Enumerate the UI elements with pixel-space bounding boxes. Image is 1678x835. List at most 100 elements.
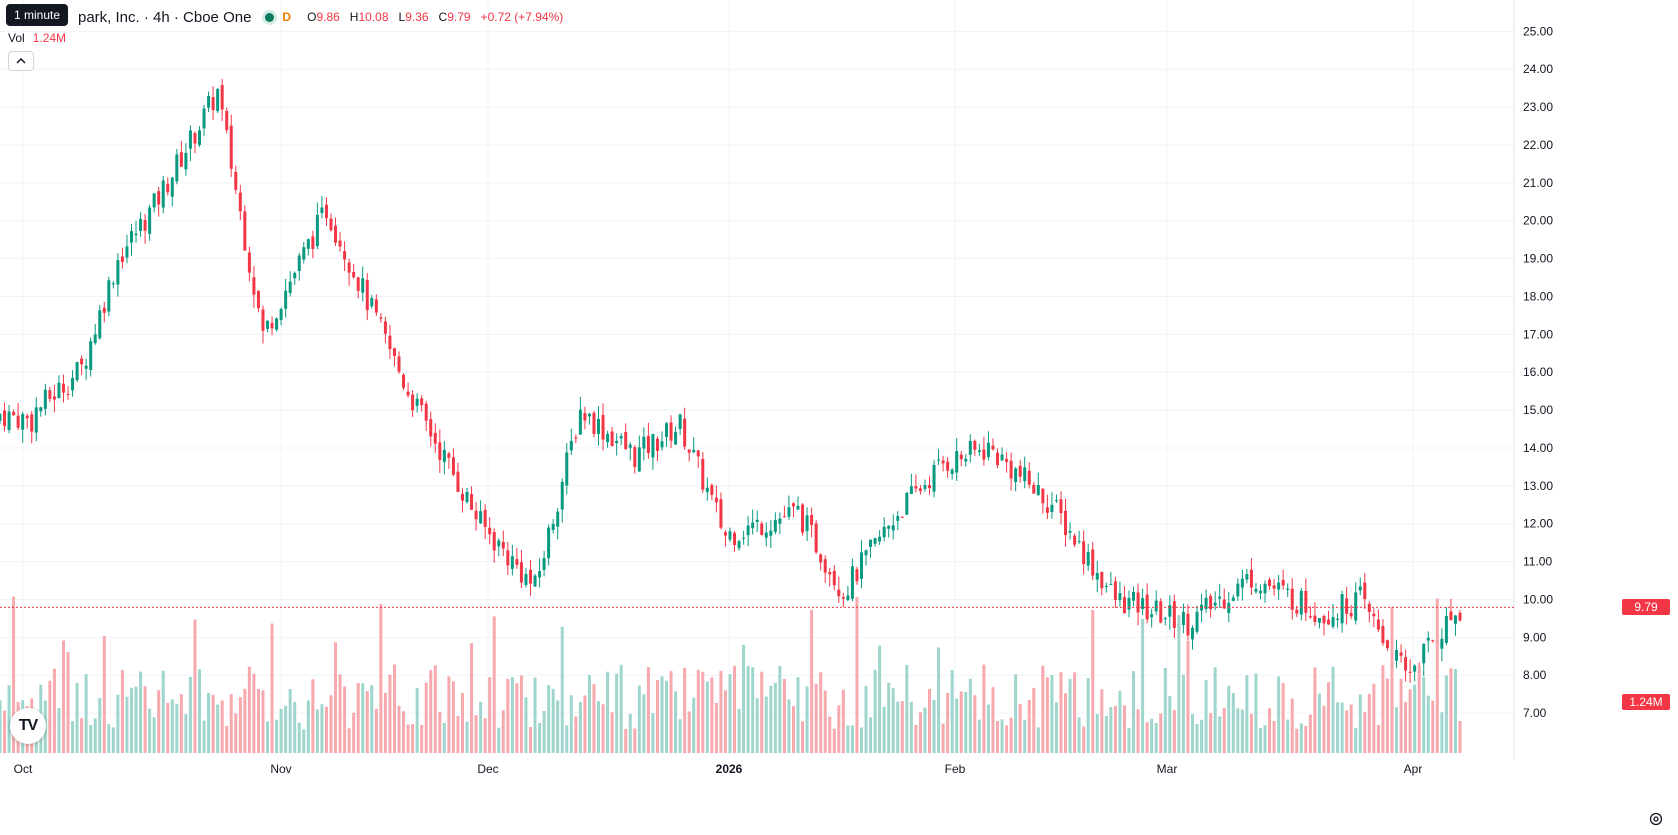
- candle-body: [256, 290, 260, 309]
- volume-bar: [587, 674, 591, 753]
- candle-body: [1258, 590, 1262, 594]
- tradingview-logo[interactable]: TV: [10, 708, 46, 744]
- volume-bar: [923, 707, 927, 753]
- candle-body: [882, 526, 886, 538]
- candle-body: [628, 444, 632, 448]
- candle-body: [184, 152, 188, 170]
- candle-body: [284, 290, 288, 309]
- candle-body: [1073, 535, 1077, 545]
- collapse-legend-button[interactable]: [8, 51, 34, 71]
- candle-body: [869, 539, 873, 547]
- volume-bar: [1417, 665, 1421, 753]
- volume-bar: [1118, 690, 1122, 753]
- candle-body: [161, 180, 165, 208]
- gear-icon[interactable]: [1648, 811, 1664, 827]
- candle-body: [488, 527, 492, 535]
- candle-body: [1231, 597, 1235, 601]
- candle-body: [315, 214, 319, 247]
- volume-bar: [75, 683, 79, 753]
- volume-bar: [1150, 718, 1154, 753]
- candle-body: [1122, 597, 1126, 614]
- volume-bar: [306, 700, 310, 753]
- candle-body: [7, 411, 11, 431]
- open-value: 9.86: [316, 10, 340, 24]
- volume-bar: [823, 690, 827, 753]
- candle-body: [578, 409, 582, 435]
- volume-bar: [533, 677, 537, 753]
- volume-bar: [986, 704, 990, 753]
- candle-body: [220, 85, 224, 110]
- volume-bar: [714, 702, 718, 753]
- market-status[interactable]: D: [261, 10, 295, 24]
- candle-body: [533, 575, 537, 587]
- candle-body: [1317, 618, 1321, 623]
- volume-bar: [1231, 693, 1235, 753]
- candle-body: [968, 440, 972, 455]
- candle-body: [946, 461, 950, 471]
- volume-bar: [315, 709, 319, 753]
- candle-body: [1449, 611, 1453, 621]
- volume-bar: [1299, 723, 1303, 753]
- volume-bar: [755, 698, 759, 753]
- volume-bar: [302, 729, 306, 753]
- volume-bar: [116, 694, 120, 753]
- volume-bar: [1358, 694, 1362, 753]
- volume-bar: [1227, 685, 1231, 753]
- volume-bar: [397, 705, 401, 753]
- volume-bar: [184, 714, 188, 753]
- candle-body: [25, 415, 29, 419]
- candle-body: [1458, 612, 1462, 621]
- price-tick-label: 9.00: [1523, 630, 1547, 644]
- volume-bar: [1304, 725, 1308, 753]
- candle-body: [1113, 581, 1117, 600]
- volume-bar: [379, 603, 383, 753]
- volume-legend: Vol 1.24M: [8, 31, 66, 45]
- candle-body: [909, 486, 913, 495]
- volume-bar: [374, 708, 378, 753]
- candle-body: [692, 449, 696, 453]
- volume-bar: [1435, 598, 1439, 753]
- candle-body: [16, 415, 20, 428]
- close-value: 9.79: [447, 10, 471, 24]
- volume-bar: [1032, 687, 1036, 753]
- candle-body: [238, 192, 242, 212]
- candle-body: [955, 451, 959, 473]
- candle-body: [3, 410, 7, 426]
- volume-bar: [324, 706, 328, 753]
- volume-bar: [1122, 705, 1126, 753]
- candle-body: [1104, 585, 1108, 587]
- volume-bar: [211, 694, 215, 753]
- candle-body: [701, 458, 705, 490]
- price-tick-label: 13.00: [1523, 479, 1553, 493]
- volume-bar: [646, 667, 650, 753]
- candle-body: [651, 434, 655, 458]
- price-tick-label: 24.00: [1523, 62, 1553, 76]
- candle-body: [34, 407, 38, 433]
- candle-body: [587, 413, 591, 417]
- volume-bar: [1404, 701, 1408, 753]
- volume-bar: [216, 704, 220, 753]
- candle-body: [1404, 657, 1408, 671]
- candle-body: [1218, 596, 1222, 599]
- volume-bar: [1363, 711, 1367, 753]
- volume-bar: [651, 713, 655, 753]
- price-tick-label: 17.00: [1523, 327, 1553, 341]
- volume-bar: [728, 674, 732, 753]
- volume-bar: [669, 671, 673, 753]
- volume-bar: [1345, 710, 1349, 753]
- candle-body: [1141, 598, 1145, 609]
- volume-bar: [547, 685, 551, 753]
- candle-body: [669, 422, 673, 441]
- symbol-title[interactable]: park, Inc. · 4h · Cboe One: [78, 8, 252, 26]
- candle-body: [252, 277, 256, 295]
- volume-bar: [846, 725, 850, 753]
- candle-body: [379, 317, 383, 319]
- candle-body: [841, 596, 845, 599]
- candle-body: [1150, 614, 1154, 618]
- candle-body: [1422, 643, 1426, 664]
- ohlc-values: O9.86 H10.08 L9.36 C9.79 +0.72 (+7.94%): [307, 10, 563, 24]
- candle-body: [542, 558, 546, 570]
- volume-bar: [261, 690, 265, 753]
- volume-bar: [1186, 640, 1190, 753]
